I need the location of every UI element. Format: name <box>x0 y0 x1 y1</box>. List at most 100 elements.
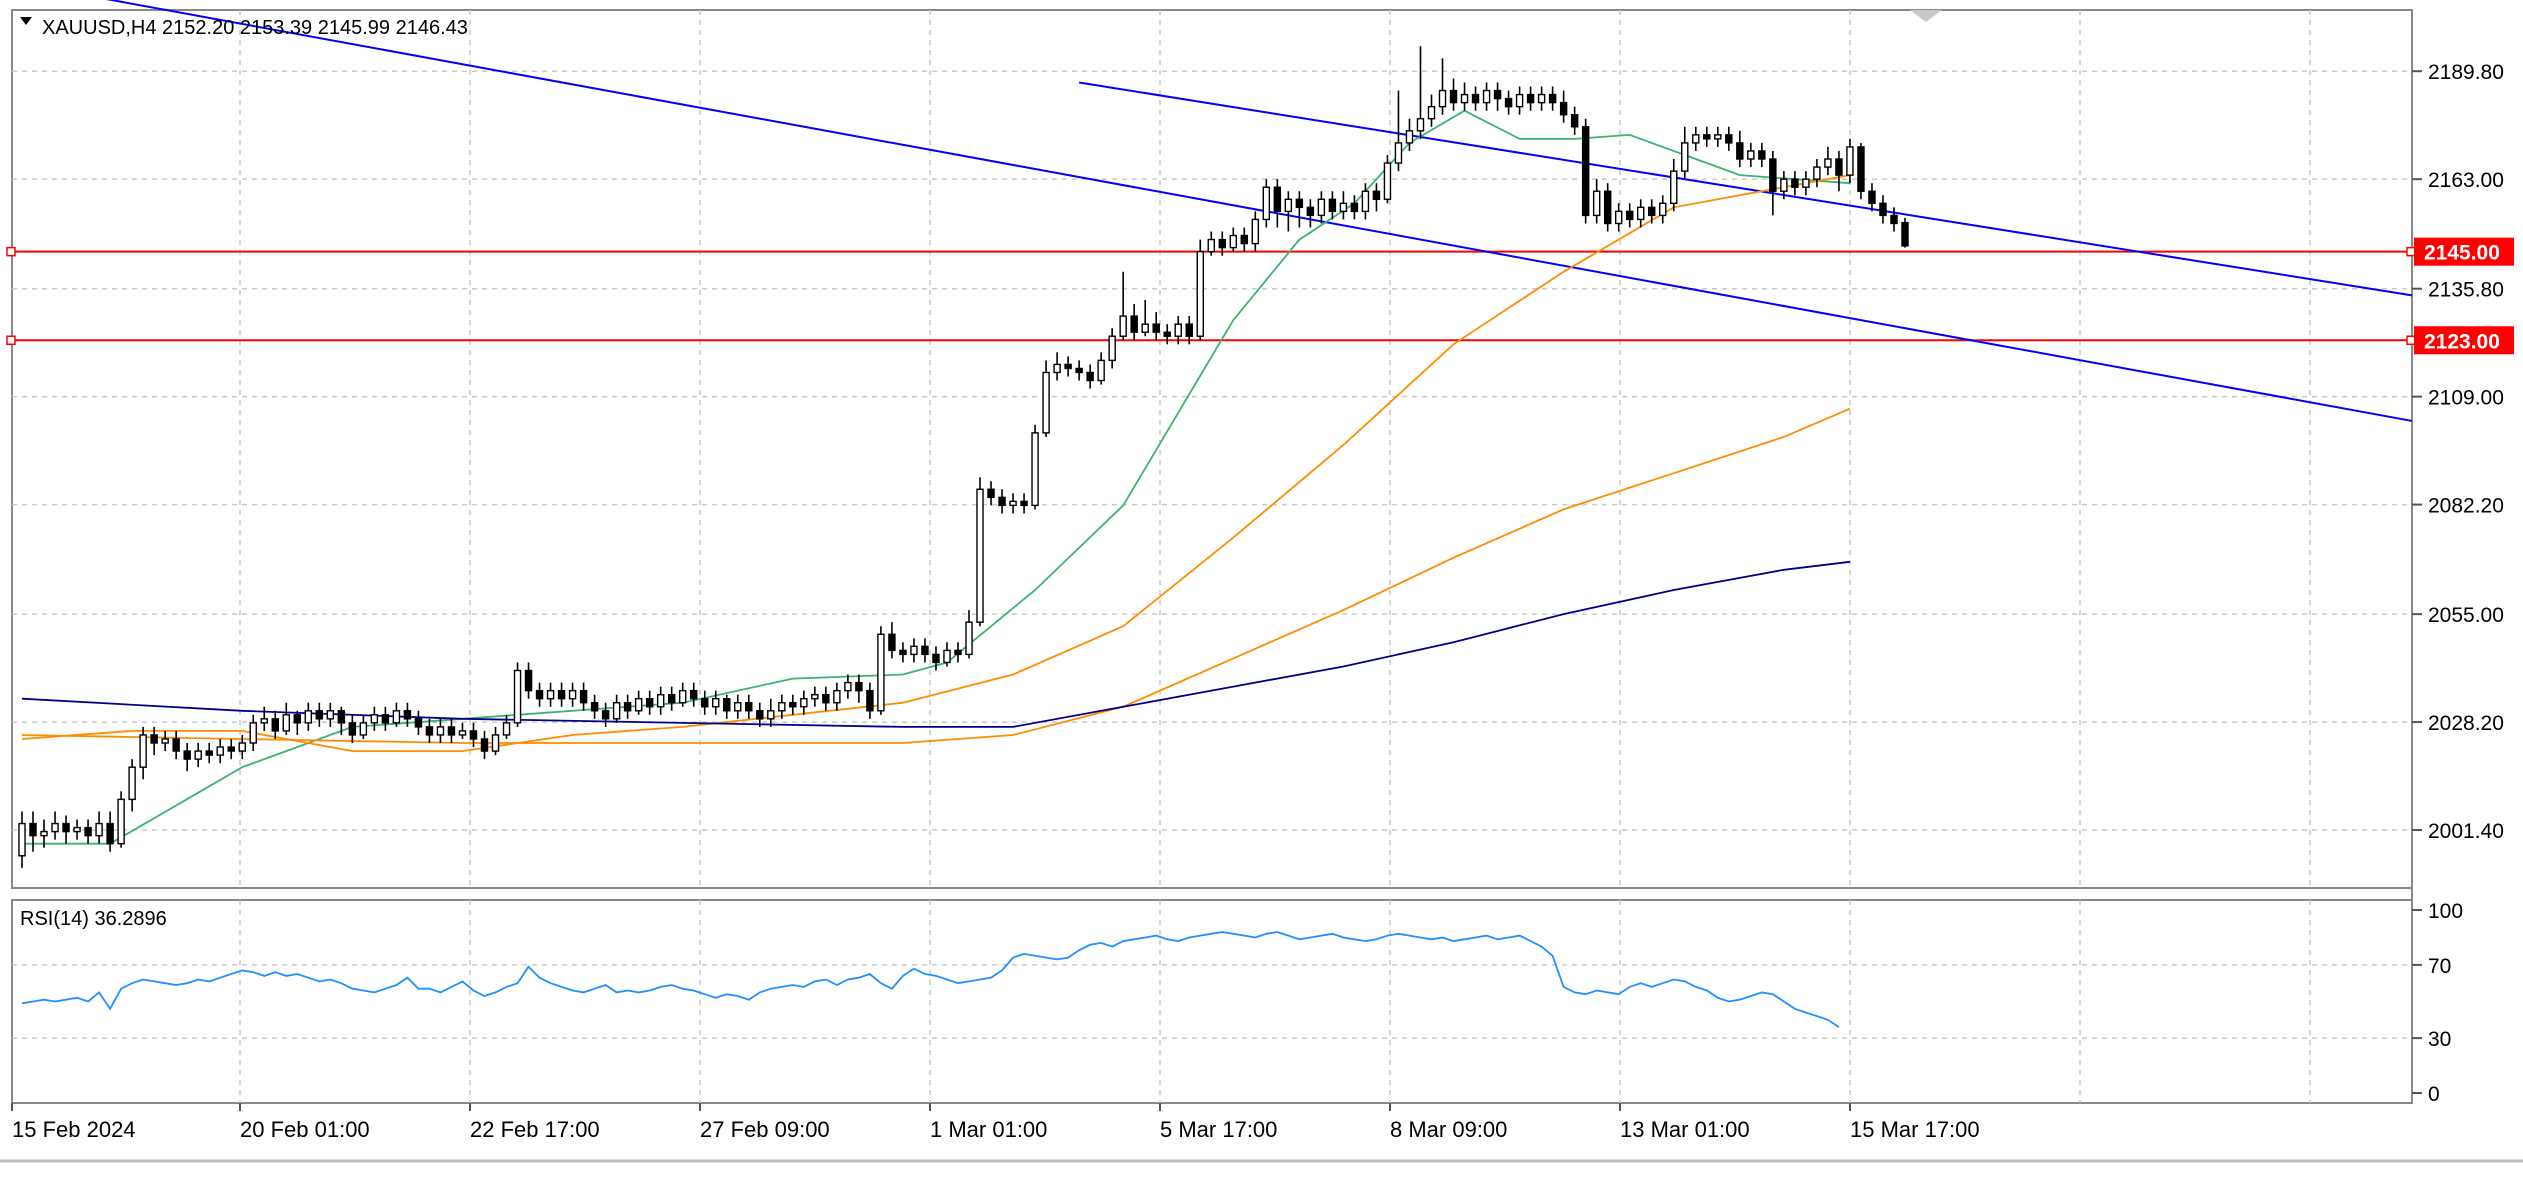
candle-bear <box>447 726 456 736</box>
candle-bull <box>568 689 577 700</box>
candle-bull <box>1482 89 1491 104</box>
level-anchor[interactable] <box>2406 246 2416 257</box>
candle-bull <box>326 710 335 720</box>
candle-bull <box>1537 93 1546 104</box>
candle-bear <box>1648 206 1656 217</box>
level-anchor[interactable] <box>2406 335 2416 346</box>
candle-bear <box>756 710 764 720</box>
candle-bull <box>1009 500 1017 507</box>
candle-bull <box>1813 166 1821 180</box>
time-tick-label: 5 Mar 17:00 <box>1160 1117 1277 1142</box>
candle-bear <box>700 698 709 708</box>
candle-bear <box>106 822 114 845</box>
candle-bull <box>546 689 555 700</box>
price-tick-label: 2163.00 <box>2428 169 2504 192</box>
candles <box>18 46 1909 868</box>
candle-bull <box>161 738 169 744</box>
candle-bear <box>1791 178 1799 188</box>
candle-bear <box>1504 97 1513 108</box>
candle-bear <box>62 822 70 833</box>
candle-bear <box>348 722 357 736</box>
trend-lines[interactable] <box>12 0 2413 422</box>
candle-bull <box>1802 178 1810 188</box>
candle-bull <box>800 698 808 708</box>
candle-bull <box>734 702 742 712</box>
candle-bear <box>183 750 191 760</box>
rsi-pane-frame <box>11 899 2413 1104</box>
candle-bull <box>1317 198 1326 217</box>
candle-bull <box>1196 250 1204 337</box>
candle-bull <box>304 710 313 724</box>
candle-bull <box>1747 150 1755 160</box>
candle-bull <box>128 766 136 801</box>
candle-bull <box>1614 210 1623 225</box>
candle-bear <box>150 734 158 744</box>
candle-bull <box>1174 323 1182 337</box>
candle-bear <box>1086 371 1094 382</box>
shift-marker-icon[interactable] <box>1910 10 1942 22</box>
candle-bear <box>205 750 213 756</box>
candle-bull <box>844 681 852 692</box>
candle-bull <box>1438 89 1447 108</box>
candle-bull <box>712 698 720 708</box>
price-tick-label: 2109.00 <box>2428 387 2504 410</box>
candle-bear <box>667 693 676 704</box>
level-anchor[interactable] <box>6 246 16 257</box>
time-tick-label: 15 Mar 17:00 <box>1850 1117 1980 1142</box>
candle-bear <box>1295 198 1304 209</box>
candle-bull <box>1284 198 1293 213</box>
time-tick-label: 15 Feb 2024 <box>12 1117 136 1142</box>
candle-bear <box>1890 214 1898 225</box>
candle-bull <box>1361 190 1370 213</box>
candle-bear <box>1471 93 1480 104</box>
rsi-label: RSI(14) 36.2896 <box>20 908 167 930</box>
candle-bull <box>612 702 621 720</box>
candle-bear <box>723 698 731 712</box>
candle-bear <box>899 649 907 656</box>
candle-bull <box>40 830 48 837</box>
candle-bear <box>469 730 478 740</box>
candle-bull <box>282 714 291 732</box>
trend-line[interactable] <box>1078 81 2413 297</box>
price-tick-label: 2028.20 <box>2428 712 2504 735</box>
candle-bear <box>1758 150 1766 160</box>
candle-bear <box>579 689 588 704</box>
candle-bear <box>381 714 390 724</box>
candle-bull <box>513 669 522 724</box>
dropdown-triangle-icon[interactable] <box>20 17 32 25</box>
candle-bear <box>1570 114 1579 128</box>
candle-bull <box>1714 134 1722 140</box>
candle-bull <box>1592 190 1601 217</box>
candle-bear <box>745 702 753 712</box>
price-tick-label: 2189.80 <box>2428 61 2504 84</box>
rsi-tick-label: 70 <box>2428 955 2451 978</box>
level-anchor[interactable] <box>6 335 16 346</box>
chart-frames <box>0 9 2523 1163</box>
price-highlight-label: 2123.00 <box>2424 330 2500 353</box>
candle-bull <box>1416 118 1425 132</box>
candle-bear <box>1559 101 1568 116</box>
price-axis: 2189.80 2163.00 2135.80 2109.00 2082.20 2055.… <box>2412 61 2504 843</box>
candle-bull <box>678 689 687 704</box>
trend-line[interactable] <box>12 0 2413 422</box>
candle-bear <box>414 718 423 728</box>
candle-bull <box>634 698 643 712</box>
candle-bull <box>1427 105 1436 120</box>
candle-bear <box>1703 134 1711 140</box>
candle-bear <box>1901 221 1909 247</box>
candle-bear <box>1240 234 1249 245</box>
candle-bull <box>656 693 665 708</box>
candle-bear <box>337 710 346 724</box>
candle-bull <box>1339 202 1348 213</box>
candle-bull <box>458 730 467 736</box>
time-tick-label: 13 Mar 01:00 <box>1620 1117 1750 1142</box>
candle-bull <box>1053 363 1061 374</box>
candle-bull <box>392 710 401 724</box>
chart-header: XAUUSD,H4 2152.20 2153.39 2145.99 2146.4… <box>20 17 468 930</box>
candle-bull <box>778 702 786 712</box>
candle-bear <box>1725 134 1733 144</box>
candle-bear <box>954 649 962 656</box>
candle-bull <box>1383 162 1392 200</box>
